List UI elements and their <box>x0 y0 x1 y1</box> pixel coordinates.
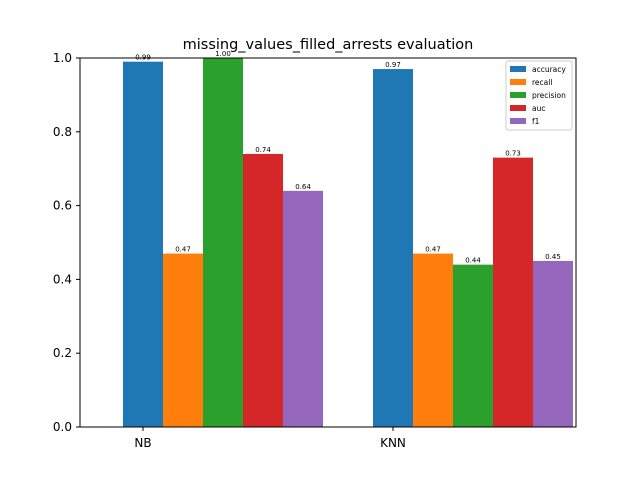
y-tick-label: 0.8 <box>53 125 72 139</box>
bar-value-label-recall-knn: 0.47 <box>425 246 441 254</box>
bar-accuracy-nb <box>123 61 163 427</box>
bar-recall-nb <box>163 253 203 427</box>
legend-swatch-auc <box>510 105 526 111</box>
legend-swatch-precision <box>510 92 526 98</box>
y-tick-label: 0.4 <box>53 272 72 286</box>
x-tick-label-nb: NB <box>134 436 151 450</box>
y-tick-label: 0.0 <box>53 420 72 434</box>
bar-value-label-precision-knn: 0.44 <box>465 257 481 265</box>
bar-precision-nb <box>203 58 243 427</box>
axes-group: 0.0 0.2 0.4 0.6 0.8 1.0 NB KNN <box>53 51 577 450</box>
bar-value-label-auc-knn: 0.73 <box>505 150 521 158</box>
bar-auc-knn <box>493 157 533 427</box>
bar-value-label-precision-nb: 1.00 <box>215 50 231 58</box>
bar-recall-knn <box>413 253 453 427</box>
y-tick-label: 0.2 <box>53 346 72 360</box>
legend-label-f1: f1 <box>532 117 540 126</box>
bars-group <box>123 58 573 427</box>
legend-swatch-f1 <box>510 118 526 124</box>
bar-value-label-f1-knn: 0.45 <box>545 253 561 261</box>
legend-label-accuracy: accuracy <box>532 65 566 74</box>
bar-accuracy-knn <box>373 69 413 427</box>
bar-f1-knn <box>533 260 573 427</box>
legend-swatch-recall <box>510 79 526 85</box>
legend-label-auc: auc <box>532 104 545 113</box>
legend-label-recall: recall <box>532 78 552 87</box>
plot-frame <box>79 57 577 428</box>
legend-box <box>505 60 573 131</box>
legend-swatch-accuracy <box>510 66 526 72</box>
chart-title: missing_values_filled_arrests evaluation <box>183 37 474 53</box>
bar-value-label-accuracy-knn: 0.97 <box>385 61 401 69</box>
bar-precision-knn <box>453 264 493 427</box>
legend: accuracy recall precision auc f1 <box>505 60 573 131</box>
bar-value-label-auc-nb: 0.74 <box>255 146 271 154</box>
bar-auc-nb <box>243 153 283 427</box>
y-tick-label: 0.6 <box>53 199 72 213</box>
bar-value-label-recall-nb: 0.47 <box>175 246 191 254</box>
legend-label-precision: precision <box>532 91 566 100</box>
y-tick-label: 1.0 <box>53 51 72 65</box>
x-tick-label-knn: KNN <box>380 436 406 450</box>
bar-value-label-f1-nb: 0.64 <box>295 183 311 191</box>
bar-f1-nb <box>283 190 323 427</box>
